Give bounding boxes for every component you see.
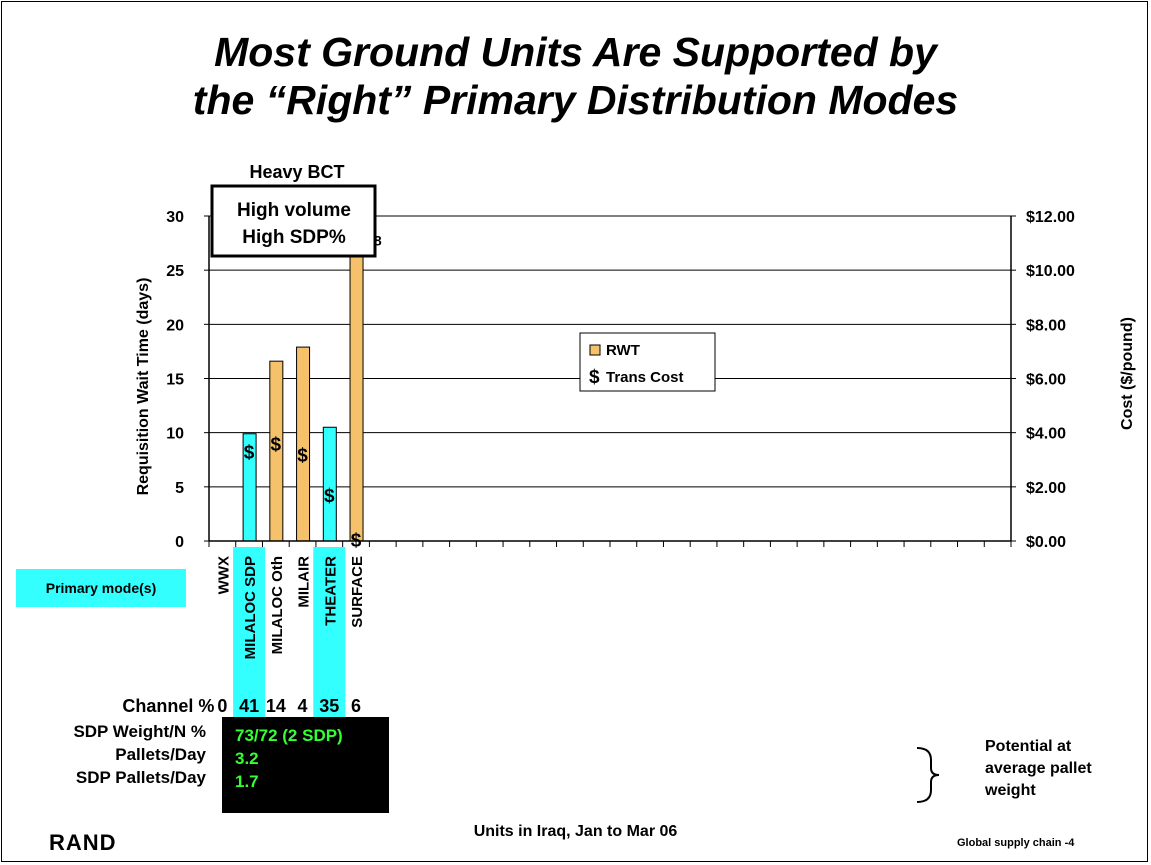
y2-tick-label: $8.00 bbox=[1026, 317, 1066, 334]
potential-line-3: weight bbox=[985, 782, 1036, 799]
y-axis-title: Requisition Wait Time (days) bbox=[135, 278, 152, 496]
callout-line-1: High volume bbox=[237, 200, 351, 221]
rand-logo: RAND bbox=[49, 830, 117, 855]
channel-pct-value: 41 bbox=[239, 696, 259, 716]
callout-line-2: High SDP% bbox=[242, 227, 346, 248]
y-tick-label: 5 bbox=[175, 480, 184, 497]
title-line-2: the “Right” Primary Distribution Modes bbox=[192, 77, 959, 123]
y-tick-label: 25 bbox=[166, 263, 184, 280]
y2-tick-label: $2.00 bbox=[1026, 480, 1066, 497]
y-tick-label: 30 bbox=[166, 209, 184, 226]
channel-pct-value: 4 bbox=[298, 696, 308, 716]
y2-tick-label: $6.00 bbox=[1026, 372, 1066, 389]
legend-cost-marker: $ bbox=[589, 367, 600, 388]
stats-box: 73/72 (2 SDP) 3.2 1.7 bbox=[222, 717, 389, 813]
channel-pct-label: Channel % bbox=[122, 696, 214, 716]
category-label: WWX bbox=[215, 556, 232, 594]
legend-box bbox=[579, 332, 716, 392]
y2-tick-label: $0.00 bbox=[1026, 534, 1066, 551]
stats-labels: SDP Weight/N % Pallets/Day SDP Pallets/D… bbox=[0, 720, 206, 789]
stats-value-sdp-pallets-day: 1.7 bbox=[235, 772, 259, 791]
slide-footer-id: Global supply chain -4 bbox=[957, 837, 1075, 849]
rwt-bar bbox=[349, 215, 364, 542]
category-label: SURFACE bbox=[349, 556, 366, 628]
cost-marker: $ bbox=[244, 443, 255, 464]
curly-brace bbox=[916, 747, 940, 803]
channel-pct-value: 6 bbox=[351, 696, 361, 716]
primary-mode-highlight bbox=[313, 547, 346, 719]
slide-title: Most Ground Units Are Supported by the “… bbox=[0, 28, 1151, 124]
category-label: MILALOC Oth bbox=[269, 556, 286, 654]
category-label: MILAIR bbox=[296, 556, 313, 608]
legend-rwt-swatch bbox=[589, 344, 601, 356]
potential-note: Potential at average pallet weight bbox=[985, 736, 1092, 802]
cost-marker: $ bbox=[324, 486, 335, 507]
y-tick-label: 10 bbox=[166, 426, 184, 443]
y-tick-label: 20 bbox=[166, 317, 184, 334]
callout-box bbox=[210, 184, 377, 258]
y-tick-label: 0 bbox=[175, 534, 184, 551]
potential-line-2: average pallet bbox=[985, 760, 1092, 777]
y2-tick-label: $4.00 bbox=[1026, 426, 1066, 443]
rwt-bar bbox=[296, 346, 311, 542]
cost-marker: $ bbox=[297, 445, 308, 466]
y2-axis-title: Cost ($/pound) bbox=[1119, 317, 1136, 430]
category-label: MILALOC SDP bbox=[242, 556, 259, 659]
primary-mode-highlight bbox=[233, 547, 266, 719]
stats-label-sdp-pallets-day: SDP Pallets/Day bbox=[75, 768, 206, 787]
stats-label-pallets-day: Pallets/Day bbox=[115, 745, 206, 764]
chart-caption: Units in Iraq, Jan to Mar 06 bbox=[473, 823, 678, 840]
legend-cost-label: Trans Cost bbox=[606, 369, 684, 386]
stats-value-pallets-day: 3.2 bbox=[235, 749, 259, 768]
cost-marker: $ bbox=[271, 435, 282, 456]
legend-rwt-label: RWT bbox=[606, 342, 640, 359]
channel-pct-value: 35 bbox=[319, 696, 339, 716]
stats-value-sdp-weight: 73/72 (2 SDP) bbox=[235, 726, 343, 745]
stats-label-sdp-weight: SDP Weight/N % bbox=[73, 722, 206, 741]
y2-tick-label: $12.00 bbox=[1026, 209, 1075, 226]
y-tick-label: 15 bbox=[166, 372, 184, 389]
rwt-bar bbox=[322, 426, 337, 542]
potential-line-1: Potential at bbox=[985, 738, 1072, 755]
primary-mode-label: Primary mode(s) bbox=[16, 569, 186, 607]
chart-title: Heavy BCT bbox=[249, 162, 344, 182]
title-line-1: Most Ground Units Are Supported by bbox=[214, 29, 937, 75]
category-label: THEATER bbox=[322, 556, 339, 626]
y2-tick-label: $10.00 bbox=[1026, 263, 1075, 280]
channel-pct-value: 0 bbox=[217, 696, 227, 716]
channel-pct-value: 14 bbox=[266, 696, 286, 716]
